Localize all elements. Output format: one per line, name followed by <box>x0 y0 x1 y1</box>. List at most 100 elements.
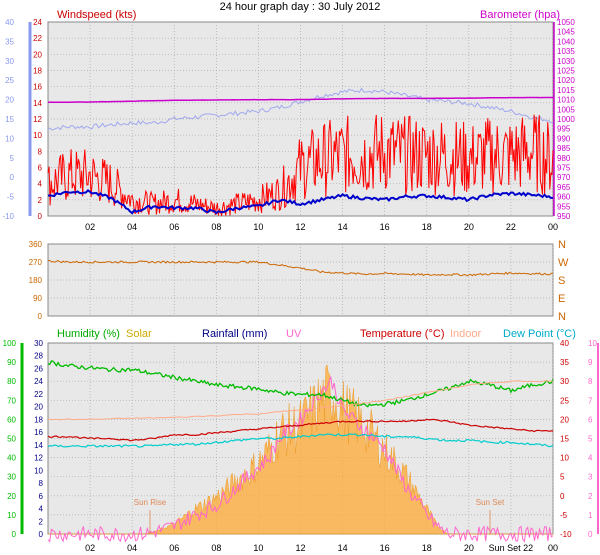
humidity-tick: 50 <box>7 435 16 444</box>
direction-series <box>47 259 554 277</box>
x-tick-label: 22 <box>506 222 516 232</box>
wind-axis-tick: 5 <box>10 154 15 163</box>
barometer-tick: 1040 <box>557 37 575 46</box>
sunset-label: Sun Set <box>476 498 505 507</box>
x-tick-label: 12 <box>295 222 305 232</box>
rainfall-tick: 20 <box>34 403 43 412</box>
barometer-tick: 980 <box>557 154 571 163</box>
humidity-tick: 70 <box>7 396 16 405</box>
barometer-series <box>48 96 553 104</box>
chart-title: 24 hour graph day : 30 July 2012 <box>220 1 381 13</box>
temperature-humidity-panel: 1009080706050403020100302826242220181614… <box>3 339 599 553</box>
windspeed-tick: 0 <box>38 212 43 221</box>
x-tick-label: 18 <box>422 222 432 232</box>
rainfall-tick: 28 <box>34 352 43 361</box>
wind-axis-tick: 15 <box>5 115 14 124</box>
legend-solar: Solar <box>126 328 152 340</box>
humidity-tick: 20 <box>7 492 16 501</box>
temperature-tick: 20 <box>560 415 569 424</box>
uv-tick: 8 <box>588 377 593 386</box>
barometer-tick: 955 <box>557 202 571 211</box>
x-tick-label: 06 <box>169 222 179 232</box>
x-tick-label: 02 <box>85 543 95 553</box>
rainfall-tick: 26 <box>34 364 43 373</box>
direction-tick: 0 <box>38 312 43 321</box>
barometer-tick: 1050 <box>557 18 575 27</box>
uv-tick: 2 <box>588 492 593 501</box>
compass-label: W <box>558 257 569 269</box>
windspeed-tick: 10 <box>33 131 42 140</box>
x-tick-label: 08 <box>211 543 221 553</box>
x-tick-label: 10 <box>253 222 263 232</box>
uv-tick: 1 <box>588 511 593 520</box>
temperature-tick: 35 <box>560 358 569 367</box>
x-tick-label: 02 <box>85 222 95 232</box>
temperature-tick: 10 <box>560 454 569 463</box>
compass-label: N <box>558 311 566 323</box>
legend-temperature: Temperature (°C) <box>360 328 444 340</box>
windspeed-tick: 14 <box>33 99 42 108</box>
uv-tick: 0 <box>588 530 593 539</box>
humidity-series <box>47 360 554 408</box>
barometer-tick: 1045 <box>557 28 575 37</box>
uv-tick: 10 <box>588 339 597 348</box>
barometer-tick: 1025 <box>557 67 575 76</box>
barometer-tick: 1005 <box>557 105 575 114</box>
x-tick-label: 16 <box>380 222 390 232</box>
gust-series <box>47 114 554 217</box>
compass-label: E <box>558 293 565 305</box>
x-tick-label: 18 <box>422 543 432 553</box>
rainfall-tick: 4 <box>39 505 44 514</box>
barometer-tick: 995 <box>557 125 571 134</box>
barometer-tick: 985 <box>557 144 571 153</box>
humidity-tick: 10 <box>7 511 16 520</box>
legend-rainfall: Rainfall (mm) <box>202 328 267 340</box>
direction-tick: 270 <box>29 258 43 267</box>
uv-tick: 3 <box>588 473 593 482</box>
temperature-tick: 15 <box>560 435 569 444</box>
temperature-tick: 30 <box>560 377 569 386</box>
uv-tick: 4 <box>588 454 593 463</box>
windspeed-tick: 24 <box>33 18 42 27</box>
direction-tick: 360 <box>29 240 43 249</box>
x-tick-label: 04 <box>127 222 137 232</box>
x-tick-label: 20 <box>464 543 474 553</box>
windspeed-tick: 18 <box>33 67 42 76</box>
temperature-tick: 0 <box>560 492 565 501</box>
rainfall-tick: 22 <box>34 390 43 399</box>
x-tick-label: 20 <box>464 222 474 232</box>
wind-axis-tick: 35 <box>5 37 14 46</box>
rainfall-tick: 14 <box>34 441 43 450</box>
rainfall-tick: 8 <box>39 479 44 488</box>
temperature-tick: -10 <box>560 530 572 539</box>
compass-label: N <box>558 239 566 251</box>
rainfall-tick: 6 <box>39 492 44 501</box>
uv-tick: 6 <box>588 415 593 424</box>
windspeed-tick: 8 <box>38 147 43 156</box>
temperature-series <box>47 418 553 442</box>
rainfall-tick: 10 <box>34 466 43 475</box>
legend-windspeed: Windspeed (kts) <box>57 9 136 21</box>
wind-average-series <box>47 188 554 215</box>
humidity-tick: 30 <box>7 473 16 482</box>
barometer-tick: 975 <box>557 164 571 173</box>
indoor-series <box>47 380 554 421</box>
windspeed-tick: 12 <box>33 115 42 124</box>
rainfall-tick: 24 <box>34 377 43 386</box>
windspeed-tick: 20 <box>33 50 42 59</box>
barometer-tick: 990 <box>557 134 571 143</box>
direction-tick: 90 <box>33 294 42 303</box>
x-tick-label: 14 <box>338 543 348 553</box>
uv-tick: 7 <box>588 396 593 405</box>
uv-tick: 9 <box>588 358 593 367</box>
windspeed-tick: 4 <box>38 180 43 189</box>
x-tick-label: 14 <box>338 222 348 232</box>
wind-axis-tick: 20 <box>5 96 14 105</box>
wind-axis-tick: 40 <box>5 18 14 27</box>
windspeed-tick: 16 <box>33 83 42 92</box>
x-tick-label: 10 <box>253 543 263 553</box>
sunrise-label: Sun Rise <box>134 498 167 507</box>
rainfall-tick: 0 <box>39 530 44 539</box>
rainfall-tick: 16 <box>34 428 43 437</box>
